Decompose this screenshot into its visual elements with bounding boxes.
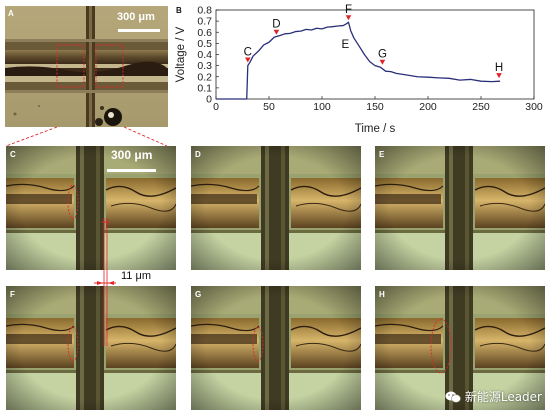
panel-label-g: G — [195, 290, 202, 299]
y-tick-label: 0.2 — [197, 71, 212, 83]
event-label-f: F — [345, 4, 352, 16]
voltage-time-chart: 0 50 100 150 200 250 300 00.10.20.30.40.50.60.7… — [175, 4, 543, 135]
panel-label-c: C — [10, 150, 16, 159]
micrograph-panel-f: F — [6, 286, 176, 410]
y-tick-label: 0.3 — [197, 60, 212, 72]
micrograph-panel-e: E — [375, 146, 545, 270]
x-tick-label: 300 — [525, 101, 543, 113]
wechat-icon — [445, 391, 461, 403]
panel-label-f: F — [10, 290, 15, 299]
x-tick-label: 200 — [419, 101, 437, 113]
y-tick-label: 0.1 — [197, 82, 212, 94]
micrograph-image — [375, 146, 545, 270]
micrograph-image — [191, 146, 361, 270]
scale-label-c: 300 μm — [111, 148, 153, 162]
micrograph-image — [6, 286, 176, 410]
highlight-ellipse — [252, 326, 264, 362]
event-label-e: E — [341, 39, 349, 51]
panel-label-e: E — [379, 150, 385, 159]
panel-label-h: H — [379, 290, 385, 299]
micrograph-image — [191, 286, 361, 410]
micrograph-image — [6, 146, 176, 270]
scale-bar-c — [107, 169, 156, 172]
x-tick-label: 100 — [313, 101, 331, 113]
event-marker-c — [245, 57, 251, 63]
highlight-ellipse — [67, 184, 79, 220]
voltage-series-line — [216, 21, 501, 100]
micrograph-panel-g: G — [191, 286, 361, 410]
highlight-ellipse — [67, 326, 79, 362]
micrograph-panel-a: A 300 μm — [5, 6, 168, 127]
gap-label: 11 μm — [121, 270, 151, 282]
micrograph-image — [375, 286, 545, 410]
panel-label-a: A — [8, 9, 14, 18]
x-tick-label: 0 — [213, 101, 219, 113]
x-tick-label: 50 — [263, 101, 275, 113]
watermark: 新能源Leader — [445, 388, 542, 405]
highlight-ellipse — [430, 318, 452, 374]
event-marker-f — [345, 15, 352, 21]
event-marker-g — [379, 59, 386, 65]
scale-label-a: 300 μm — [117, 11, 155, 23]
panel-label-b: B — [176, 6, 182, 15]
y-tick-label: 0.7 — [197, 16, 212, 28]
panel-label-d: D — [195, 150, 201, 159]
scale-bar-a — [118, 29, 160, 32]
micrograph-panel-h: H — [375, 286, 545, 410]
event-label-d: D — [272, 19, 280, 31]
event-label-c: C — [244, 47, 252, 59]
micrograph-a-image — [5, 6, 168, 127]
y-tick-label: 0.4 — [197, 49, 212, 61]
watermark-text: 新能源Leader — [464, 390, 542, 404]
y-tick-label: 0.8 — [197, 5, 212, 17]
x-tick-label: 150 — [366, 101, 384, 113]
y-tick-label: 0.6 — [197, 27, 212, 39]
chart-panel-b: B 0 50 100 150 200 250 300 0 0.1 0.2 0.3 0.4 0.5 0.6 0… — [172, 0, 550, 140]
x-tick-label: 250 — [472, 101, 490, 113]
event-label-h: H — [495, 62, 503, 74]
micrograph-panel-d: D — [191, 146, 361, 270]
micrograph-panel-c: C 300 μm — [6, 146, 176, 270]
y-tick-label: 0.5 — [197, 38, 212, 50]
event-marker-d — [273, 29, 280, 35]
event-label-g: G — [378, 49, 387, 61]
x-axis-label: Time / s — [355, 123, 396, 135]
event-marker-h — [496, 73, 502, 79]
y-tick-label: 0 — [206, 94, 212, 106]
plot-frame — [215, 9, 535, 100]
y-axis-label: Voltage / V — [175, 26, 187, 82]
